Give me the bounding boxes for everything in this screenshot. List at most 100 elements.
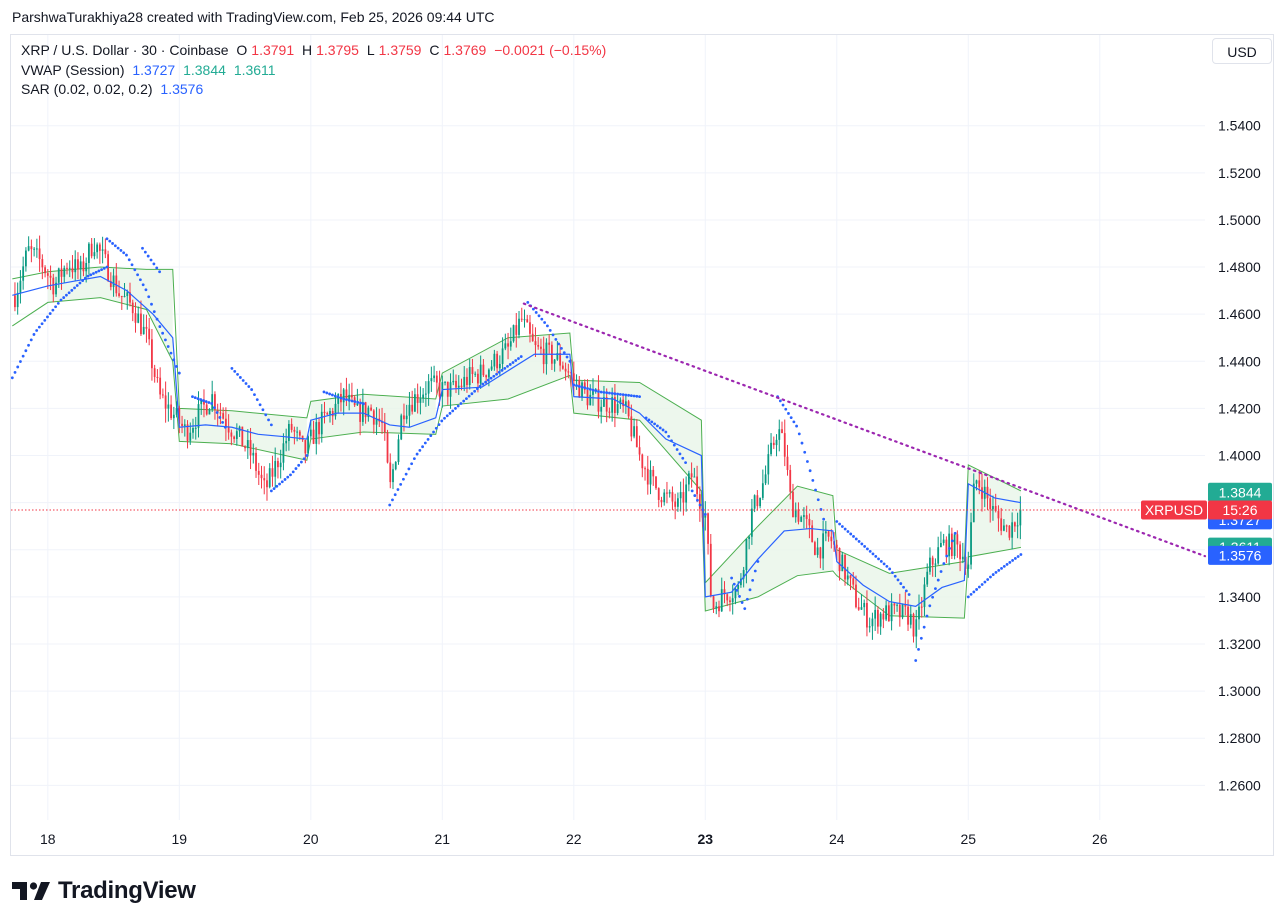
candle-body [945,539,948,557]
candle-body [561,365,564,369]
legend-vwap-row[interactable]: VWAP (Session) 1.3727 1.3844 1.3611 [21,61,610,81]
sar-dot [517,357,520,360]
sar-dot [948,547,951,550]
sar-dot [143,250,147,254]
candle-body [214,394,216,411]
candle-body [800,516,803,522]
candle-body [298,431,301,436]
candle-body [709,543,712,597]
candle-body [74,259,77,273]
sar-dot [423,441,427,445]
candle-body [726,594,729,601]
candle-body [589,394,592,406]
sar-dot [166,345,170,348]
candle-body [60,268,63,277]
y-axis-tick-label: 1.5200 [1218,165,1261,181]
candle-body [740,578,742,586]
sar-dot [546,324,549,328]
sar-dot [359,401,362,405]
tradingview-logo[interactable]: TradingView [12,877,196,905]
candle-body [153,368,156,377]
sar-dot [969,593,973,596]
candle-body [93,252,96,257]
candle-body [63,267,66,277]
sar-dot [13,370,17,374]
sar-dot [141,246,144,250]
candle-body [756,495,759,507]
sar-dot [586,387,589,390]
sar-dot [48,312,52,315]
sar-dot [437,423,441,427]
sar-dot [975,588,979,591]
sar-dot [866,547,869,551]
sar-dot [94,270,98,274]
candle-body [874,609,877,619]
candle-body [655,476,657,489]
legend-sar-row[interactable]: SAR (0.02, 0.02, 0.2) 1.3576 [21,80,610,100]
candle-body [748,536,751,540]
candle-body [934,563,937,565]
candle-body [992,506,994,510]
sar-dot [300,460,303,464]
sar-dot [322,390,326,394]
currency-button[interactable]: USD [1212,38,1272,64]
sar-dot [751,579,755,582]
sar-dot [693,494,697,497]
candle-body [416,394,419,403]
sar-dot [537,314,541,318]
sar-dot [1013,557,1017,560]
candle-body [342,389,345,403]
candle-body [509,341,512,347]
sar-dot [621,393,625,397]
sar-dot [846,530,850,533]
candle-body [556,352,559,360]
candle-body [433,375,435,379]
sar-dot [478,384,482,388]
sar-dot [917,647,920,651]
candle-body [767,454,770,475]
sar-dot [253,393,256,397]
sar-dot [557,342,561,346]
candle-body [194,427,197,429]
sar-dot [149,258,153,262]
candle-body [375,418,378,425]
candle-body [909,614,912,625]
sar-dot [656,424,659,428]
x-axis-tick-label: 26 [1092,831,1108,847]
candle-body [211,394,214,410]
sar-dot [221,420,225,424]
candle-body [1011,522,1014,538]
candle-body [816,547,819,555]
candle-body [896,604,898,606]
candle-body [148,328,151,340]
vwap-band-fill [573,380,702,491]
candle-body [794,509,797,518]
sar-dot [489,376,493,380]
sar-dot [690,489,694,493]
x-axis-tick-label: 19 [172,831,188,847]
candle-body [929,557,931,572]
sar-dot [410,462,414,466]
sar-dot [158,325,162,328]
candle-body [252,452,255,456]
sar-dot [698,503,702,507]
sar-dot [743,607,747,611]
candle-body [523,319,526,321]
x-axis-tick-label: 22 [566,831,582,847]
x-axis-tick-label: 18 [40,831,56,847]
sar-dot [914,659,918,662]
candle-body [156,376,159,378]
candle-body [326,413,329,415]
x-axis-tick-label: 24 [829,831,845,847]
sar-dot [980,583,984,586]
sar-dot [434,426,438,430]
sar-dot [46,315,49,319]
candle-body [386,432,389,463]
tradingview-logo-icon [12,882,50,900]
sar-dot [136,273,139,277]
sar-dot [748,588,752,592]
sar-dot [297,463,301,467]
sar-dot [1008,561,1012,564]
sar-dot [495,372,498,376]
